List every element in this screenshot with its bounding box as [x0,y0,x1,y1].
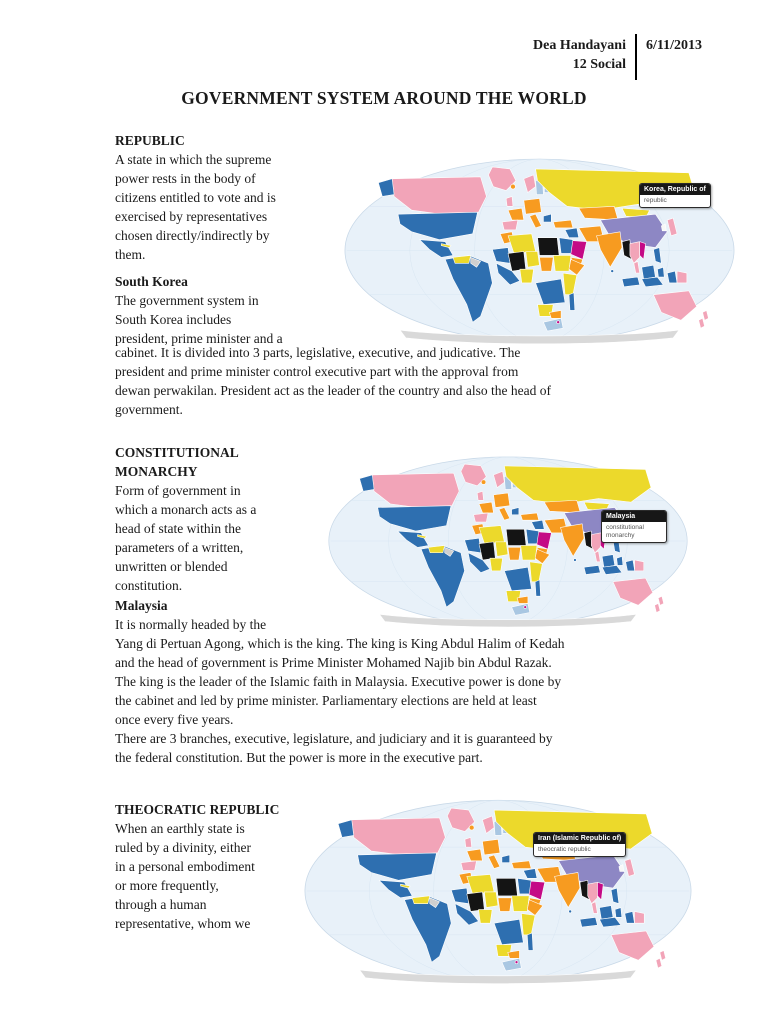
section-body-constitutional-monarchy: Form of government in which a monarch ac… [115,483,257,593]
section-body-malaysia-narrow: It is normally headed by the [115,617,267,632]
map-tooltip-korea: Korea, Republic of republic [639,183,711,208]
map-tooltip-malaysia: Malaysia constitutional monarchy [601,510,667,543]
section-heading-theocratic-republic: THEOCRATIC REPUBLIC [115,802,280,817]
map-tooltip-body: republic [644,197,667,204]
document-header: Dea Handayani 12 Social 6/11/2013 [533,34,702,80]
map-tooltip-body: constitutional monarchy [606,524,644,539]
world-map-theocratic-republic: Iran (Islamic Republic of) theocratic re… [303,798,693,984]
section-body-malaysia-wide: Yang di Pertuan Agong, which is the king… [115,636,565,765]
section-heading-republic: REPUBLIC [115,133,185,148]
world-map-republic: Korea, Republic of republic [343,157,736,344]
section-body-republic: A state in which the supreme power rests… [115,152,276,262]
map-tooltip-title: Malaysia [602,511,666,523]
map-tooltip-iran: Iran (Islamic Republic of) theocratic re… [533,832,627,857]
world-map-constitutional-monarchy: Malaysia constitutional monarchy [327,455,689,627]
map-tooltip-title: Iran (Islamic Republic of) [534,833,626,845]
world-map-graphic [304,799,692,984]
section-body-south-korea-narrow: The government system in South Korea inc… [115,293,283,346]
page-title: GOVERNMENT SYSTEM AROUND THE WORLD [181,88,587,108]
section-heading-south-korea: South Korea [115,274,188,289]
section-body-theocratic-republic: When an earthly state is ruled by a divi… [115,821,255,931]
map-tooltip-body: theocratic republic [538,846,591,853]
map-tooltip-title: Korea, Republic of [640,184,710,196]
section-heading-malaysia: Malaysia [115,598,168,613]
header-author: Dea Handayani [533,38,626,53]
section-body-south-korea-wide: cabinet. It is divided into 3 parts, leg… [115,345,551,417]
header-divider [634,34,637,80]
header-author-block: Dea Handayani 12 Social [533,34,626,80]
section-heading-constitutional-monarchy: CONSTITUTIONAL MONARCHY [115,445,239,479]
header-class: 12 Social [572,57,626,72]
header-date: 6/11/2013 [645,38,702,53]
